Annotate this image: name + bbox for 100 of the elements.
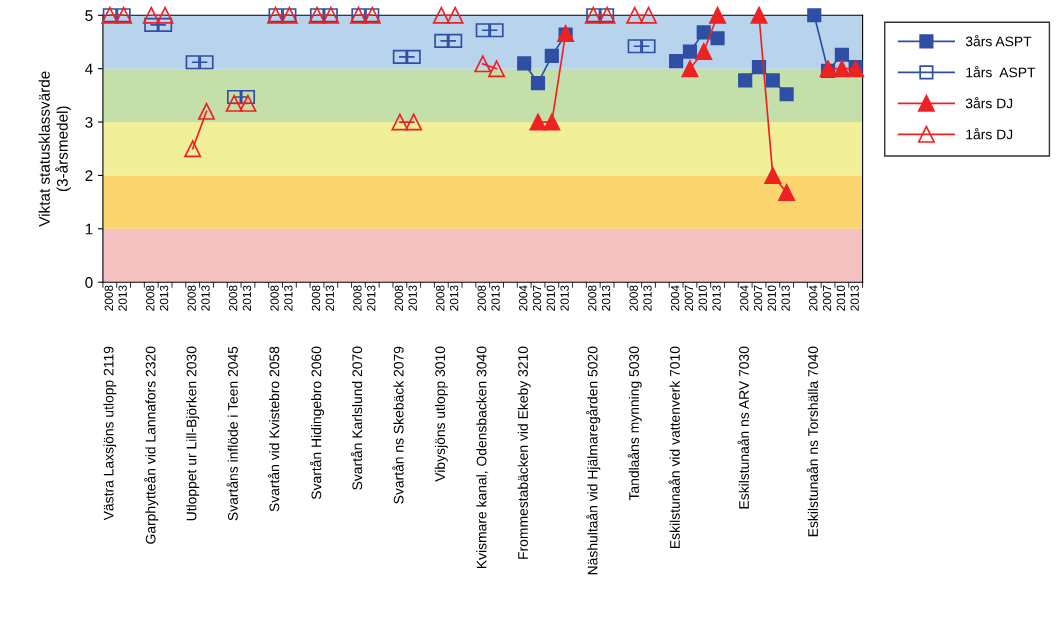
x-tick-label: 2013 (201, 285, 210, 311)
x-tick-label: 2013 (284, 285, 293, 311)
x-tick-label: 2013 (601, 285, 611, 311)
x-tick-label: 2008 (394, 285, 404, 311)
point (669, 54, 684, 69)
point (434, 33, 449, 48)
x-tick-label: 2007 (822, 285, 832, 311)
x-tick-label: 2007 (753, 285, 763, 311)
point (405, 113, 423, 131)
legend-label: 1års DJ (966, 128, 1013, 140)
x-tick-label: 2013 (643, 285, 652, 311)
text: Eskilstunaån ns ARV 7030 (737, 346, 749, 509)
point (156, 6, 174, 24)
point (142, 6, 160, 24)
x-tick-label: 2008 (270, 285, 279, 311)
text: Eskilstunaån vid vattenverk 7010 (668, 346, 680, 548)
point (709, 6, 727, 24)
point (448, 33, 463, 48)
x-tick-label: 2008 (588, 285, 597, 311)
x-tick-label: 2013 (159, 285, 169, 311)
point (833, 60, 851, 78)
text: Svartån Karlslund 2070 (350, 346, 363, 490)
x-tick-label: 2008 (436, 285, 445, 311)
x-tick-label: 2010 (546, 285, 555, 311)
point (240, 89, 256, 105)
x-tick-label: 2004 (809, 285, 818, 311)
point (779, 87, 794, 102)
point (432, 6, 450, 24)
text: Tandlaåns mynning 5030 (627, 346, 642, 501)
x-tick-label: 2004 (740, 285, 749, 311)
point (543, 113, 561, 131)
x-tick-label: 2013 (118, 285, 127, 311)
text: Kvismare kanal, Odensbacken 3040 (476, 346, 489, 569)
point (392, 49, 407, 65)
point (682, 44, 698, 59)
legend-label: 3års ASPT (965, 34, 1032, 47)
point (750, 6, 768, 24)
x-tick-label: 2007 (684, 285, 694, 311)
legend-label: 3års DJ (965, 97, 1013, 109)
point (530, 75, 546, 91)
y-tick-label: 2 (85, 170, 93, 181)
point (488, 60, 506, 78)
point (640, 6, 657, 24)
text: Utloppet ur Lill-Björken 2030 (186, 346, 200, 521)
point (446, 6, 464, 24)
x-tick-label: 2008 (477, 285, 486, 311)
point (489, 23, 504, 38)
x-tick-label: 2010 (698, 285, 707, 311)
text: Vibysjöns utlopp 3010 (434, 346, 448, 482)
x-tick-label: 2010 (767, 285, 776, 311)
point (834, 47, 849, 62)
point (406, 49, 421, 65)
text: Svartån Hidingebro 2060 (309, 346, 325, 500)
point (765, 73, 780, 88)
x-tick-label: 2013 (408, 285, 417, 311)
x-tick-label: 2004 (670, 285, 680, 311)
point (517, 56, 532, 71)
point (474, 55, 492, 73)
point (710, 31, 725, 46)
y-tick-label: 5 (85, 10, 93, 21)
text: Svartån vid Kvistebro 2058 (267, 346, 280, 512)
x-tick-label: 2008 (353, 285, 362, 311)
x-tick-label: 2007 (532, 285, 542, 311)
x-tick-label: 2008 (187, 285, 196, 311)
point (239, 94, 257, 112)
point (627, 39, 642, 54)
x-tick-label: 2013 (560, 285, 569, 311)
point (199, 55, 214, 70)
x-tick-label: 2013 (367, 285, 376, 311)
point (696, 25, 711, 40)
x-tick-label: 2013 (325, 285, 334, 311)
point (157, 17, 173, 32)
point (681, 60, 699, 78)
point (198, 102, 215, 120)
y-tick-label: 4 (85, 63, 93, 75)
text: Garphytteån vid Lannafors 2320 (144, 346, 159, 544)
point (738, 73, 753, 88)
point (778, 184, 796, 201)
text: Svartån ns Skebäck 2079 (392, 346, 404, 504)
y-tick-label: 1 (85, 223, 93, 235)
point (225, 94, 243, 112)
point (641, 39, 656, 54)
point (807, 8, 822, 23)
point (475, 23, 490, 38)
legend-label: 1års ASPT (966, 65, 1036, 78)
x-tick-label: 2013 (449, 285, 459, 311)
x-tick-label: 2008 (104, 285, 113, 311)
point (144, 17, 159, 32)
text: Västra Laxsjöns utlopp 2119 (103, 346, 117, 521)
point (391, 113, 409, 131)
y-tick-label: 3 (85, 116, 93, 128)
x-tick-label: 2013 (850, 285, 859, 311)
x-tick-label: 2013 (781, 285, 790, 311)
y-tick-label: 0 (85, 277, 93, 288)
x-tick-label: 2008 (146, 285, 155, 311)
point (695, 43, 713, 61)
point (227, 89, 242, 105)
x-tick-label: 2004 (519, 285, 528, 311)
text: Näshultaån vid Hjälmaregården 5020 (586, 346, 601, 575)
x-tick-label: 2013 (242, 285, 252, 311)
